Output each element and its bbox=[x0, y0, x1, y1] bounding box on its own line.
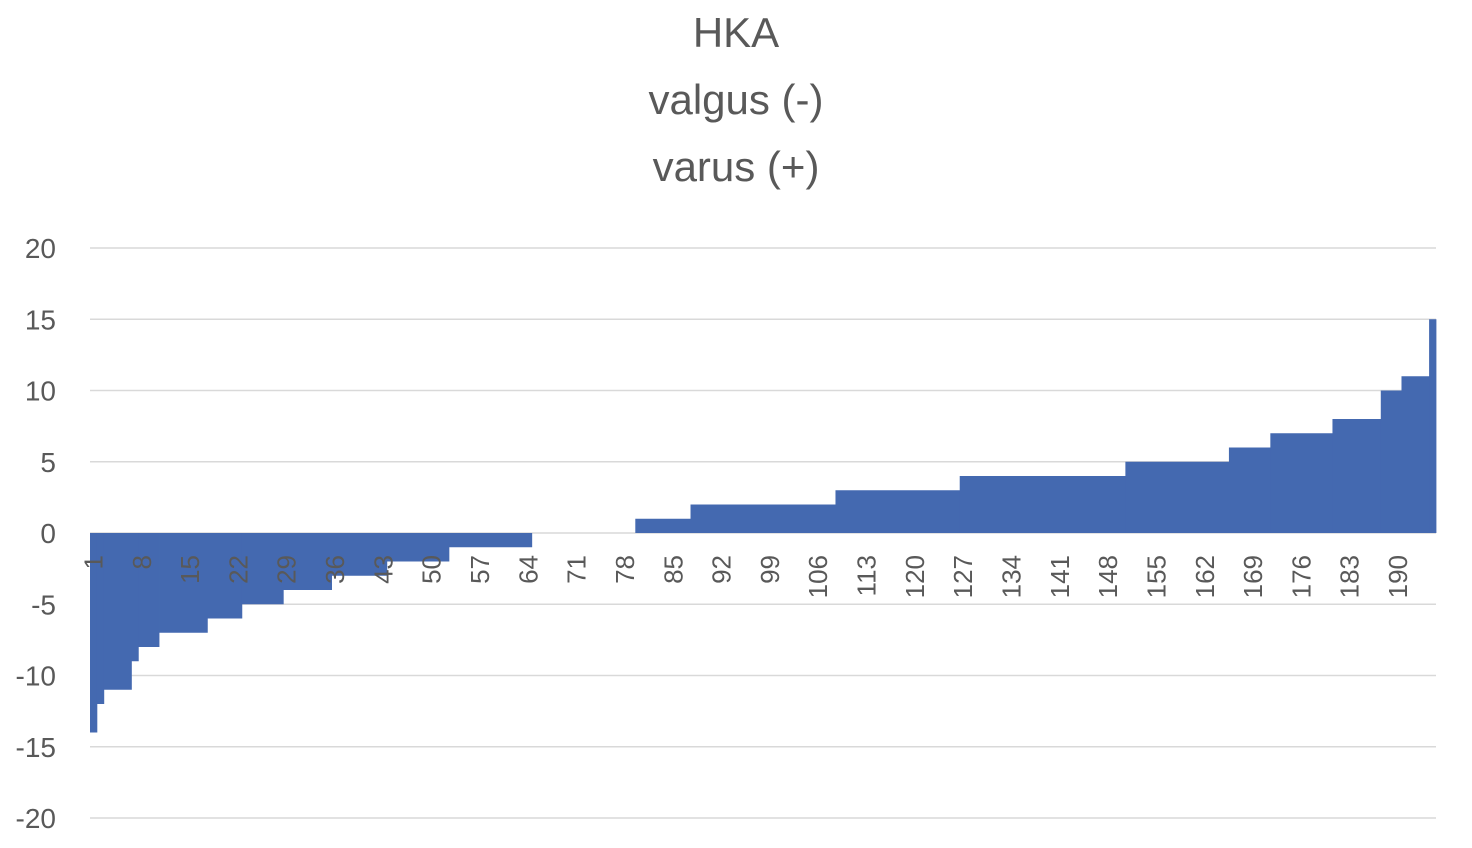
x-tick-label-8: 8 bbox=[127, 555, 157, 569]
bar-109-126 bbox=[835, 490, 961, 533]
bar-151-165 bbox=[1125, 461, 1230, 533]
bar-1-1 bbox=[90, 533, 98, 733]
bar-88-108 bbox=[690, 504, 836, 533]
bar-53-64 bbox=[448, 533, 533, 548]
y-tick-label--20: -20 bbox=[16, 803, 56, 834]
x-tick-label-155: 155 bbox=[1141, 555, 1171, 598]
x-tick-label-162: 162 bbox=[1190, 555, 1220, 598]
x-tick-label-64: 64 bbox=[513, 555, 543, 584]
bars bbox=[90, 319, 1437, 733]
x-tick-label-106: 106 bbox=[803, 555, 833, 598]
y-tick-label--10: -10 bbox=[16, 661, 56, 692]
bar-191-194 bbox=[1401, 376, 1430, 533]
bar-8-10 bbox=[138, 533, 160, 647]
x-tick-label-71: 71 bbox=[562, 555, 592, 584]
bar-3-6 bbox=[103, 533, 132, 690]
x-tick-label-127: 127 bbox=[948, 555, 978, 598]
x-tick-label-176: 176 bbox=[1286, 555, 1316, 598]
y-tick-label-10: 10 bbox=[25, 376, 56, 407]
x-tick-label-92: 92 bbox=[707, 555, 737, 584]
x-tick-label-29: 29 bbox=[272, 555, 302, 584]
y-tick-label--5: -5 bbox=[31, 589, 56, 620]
bar-181-187 bbox=[1332, 419, 1382, 533]
bar-18-22 bbox=[207, 533, 243, 619]
y-tick-label-15: 15 bbox=[25, 304, 56, 335]
x-tick-label-1: 1 bbox=[78, 555, 108, 569]
x-tick-label-134: 134 bbox=[996, 555, 1026, 598]
x-tick-label-22: 22 bbox=[223, 555, 253, 584]
x-tick-label-169: 169 bbox=[1238, 555, 1268, 598]
bar-188-190 bbox=[1380, 390, 1402, 533]
bar-7-7 bbox=[131, 533, 139, 662]
y-tick-label-5: 5 bbox=[40, 447, 56, 478]
x-tick-label-99: 99 bbox=[755, 555, 785, 584]
x-tick-label-85: 85 bbox=[658, 555, 688, 584]
bar-127-150 bbox=[959, 476, 1126, 533]
chart-title-line-2: valgus (-) bbox=[648, 76, 824, 123]
chart-title-line-3: varus (+) bbox=[652, 143, 820, 190]
x-tick-label-120: 120 bbox=[900, 555, 930, 598]
bar-80-87 bbox=[635, 518, 691, 533]
x-axis-ticks: 1 8 15 22 29 36 43 50 57 64 71 78 85 92 99 106 113 120 127… bbox=[78, 555, 1413, 598]
bar-44-52 bbox=[386, 533, 450, 562]
x-tick-label-183: 183 bbox=[1335, 555, 1365, 598]
chart-title-line-1: HKA bbox=[692, 9, 780, 56]
y-tick-label--15: -15 bbox=[16, 732, 56, 763]
y-tick-label-0: 0 bbox=[40, 518, 56, 549]
x-tick-label-78: 78 bbox=[610, 555, 640, 584]
bar-2-2 bbox=[96, 533, 105, 704]
x-tick-label-57: 57 bbox=[465, 555, 495, 584]
x-tick-label-141: 141 bbox=[1045, 555, 1075, 598]
x-tick-label-43: 43 bbox=[368, 555, 398, 584]
bar-36-43 bbox=[331, 533, 388, 576]
bar-166-171 bbox=[1228, 447, 1271, 533]
x-tick-label-148: 148 bbox=[1093, 555, 1123, 598]
x-tick-label-36: 36 bbox=[320, 555, 350, 584]
bar-29-35 bbox=[283, 533, 332, 590]
bar-172-180 bbox=[1270, 433, 1333, 533]
x-tick-label-113: 113 bbox=[852, 555, 882, 596]
bar-195-195 bbox=[1429, 319, 1437, 533]
bar-11-17 bbox=[159, 533, 208, 633]
y-axis-ticks: 20 15 10 5 0 -5 -10 -15 -20 bbox=[16, 233, 56, 834]
x-tick-label-190: 190 bbox=[1383, 555, 1413, 598]
x-tick-label-15: 15 bbox=[175, 555, 205, 584]
bar-23-28 bbox=[241, 533, 284, 605]
y-tick-label-20: 20 bbox=[25, 233, 56, 264]
x-tick-label-50: 50 bbox=[417, 555, 447, 584]
